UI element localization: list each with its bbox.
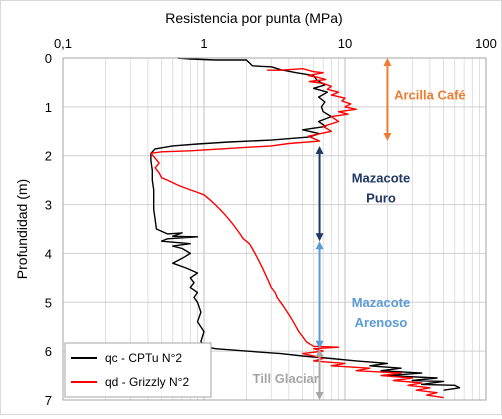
annotation-label: Mazacote <box>352 170 411 185</box>
chart-title: Resistencia por punta (MPa) <box>165 10 342 26</box>
x-tick-label: 10 <box>338 36 352 51</box>
y-tick-label: 0 <box>45 51 52 66</box>
y-tick-label: 4 <box>45 246 52 261</box>
series-line <box>150 57 461 391</box>
annotation-arrow-head <box>315 145 324 154</box>
legend-label: qd - Grizzly N°2 <box>105 375 189 389</box>
y-tick-label: 6 <box>45 344 52 359</box>
x-tick-label: 100 <box>475 36 497 51</box>
annotation-arrow-head <box>315 392 324 400</box>
y-tick-label: 7 <box>45 393 52 408</box>
y-tick-label: 5 <box>45 295 52 310</box>
x-tick-label: 1 <box>200 36 207 51</box>
annotation-label: Puro <box>366 190 396 205</box>
y-tick-label: 3 <box>45 198 52 213</box>
axes: 0,1 1 10 100 0 1 2 3 4 5 6 7 <box>45 36 497 408</box>
x-tick-label: 0,1 <box>54 36 72 51</box>
plot-frame <box>62 57 487 401</box>
legend-label: qc - CPTu N°2 <box>105 351 182 365</box>
legend-box <box>64 342 212 398</box>
annotation-layer: Arcilla Café Mazacote Puro Mazacote Arenoso T… <box>253 58 466 400</box>
y-tick-label: 1 <box>45 100 52 115</box>
annotation-label: Arenoso <box>355 315 408 330</box>
annotation-label: Mazacote <box>352 295 411 310</box>
annotation-arrow-head <box>383 58 392 66</box>
y-tick-label: 2 <box>45 149 52 164</box>
annotation-arrow-head <box>315 340 324 349</box>
legend: qc - CPTu N°2 qd - Grizzly N°2 <box>64 342 212 398</box>
annotation-label: Arcilla Café <box>394 88 466 103</box>
annotation-arrow-head <box>383 133 392 142</box>
annotation-label: Till Glaciar <box>253 371 319 386</box>
annotation-arrow-head <box>315 241 324 250</box>
y-axis-label: Profundidad (m) <box>14 179 30 279</box>
annotation-arrow-head <box>315 233 324 242</box>
annotation-arrow-head <box>315 348 324 357</box>
